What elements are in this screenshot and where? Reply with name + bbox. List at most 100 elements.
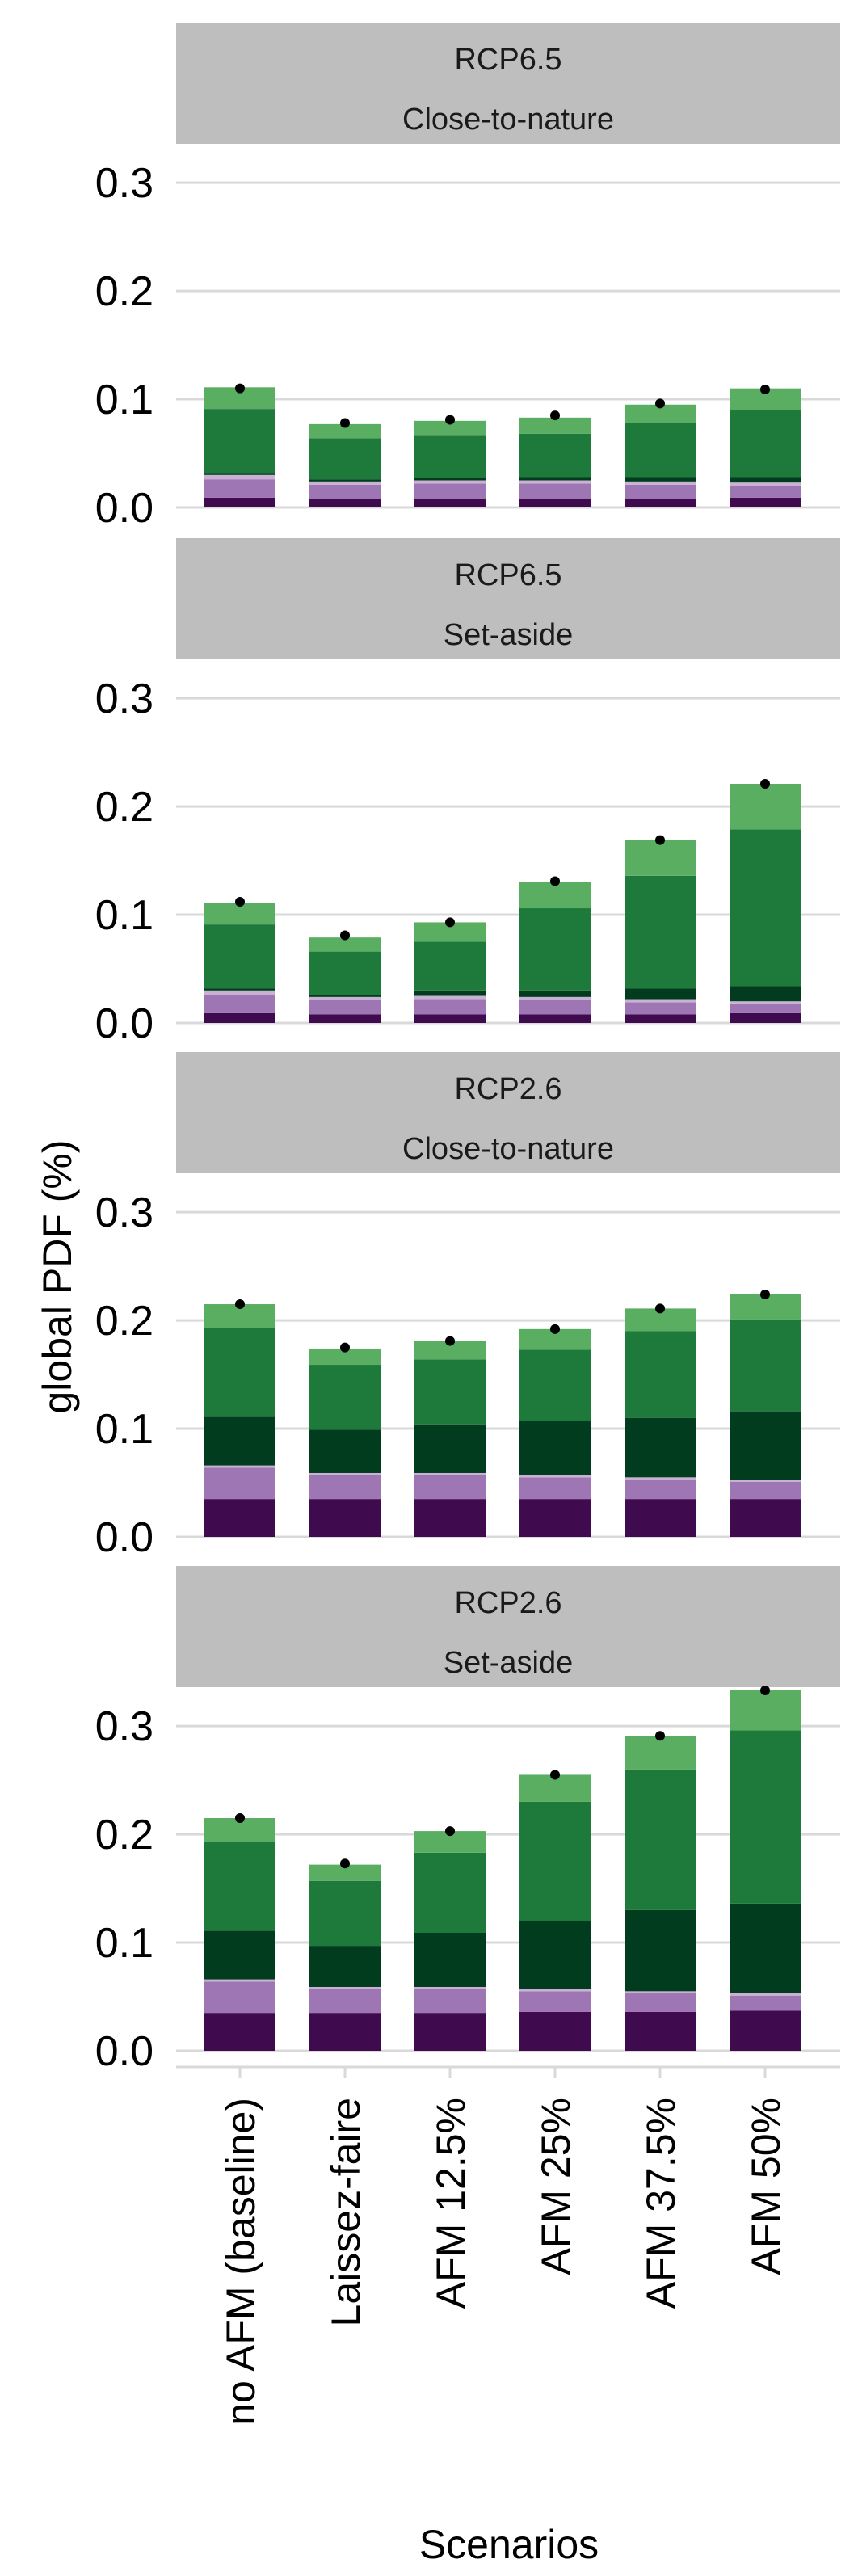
bar-segment [519,1000,591,1015]
stacked-bar [309,418,381,507]
y-tick-label: 0.2 [95,784,154,831]
bar-segment [625,1736,696,1770]
y-tick-label: 0.2 [95,1298,154,1345]
bar-segment [204,1467,275,1500]
stacked-bar [414,1336,486,1537]
bar-segment [414,2013,486,2051]
bar-segment [730,829,801,987]
y-tick-label: 0.3 [95,160,154,207]
bar-segment [730,1481,801,1500]
bar-segment [625,1991,696,1994]
bar-segment [309,1014,381,1023]
total-point [445,917,455,928]
total-point [760,778,770,789]
bar-segment [519,1477,591,1500]
facet-strip-label: Set-aside [444,1646,574,1680]
bar-segment [730,1995,801,2011]
bar-segment [309,499,381,507]
total-point [550,876,560,886]
facet-strip-background [176,1566,840,1687]
bar-segment [309,995,381,997]
total-point [445,415,455,425]
stacked-bar [309,930,381,1023]
stacked-bar [414,1826,486,2051]
bar-segment [730,1319,801,1412]
bar-segment [309,937,381,952]
bar-segment [309,951,381,995]
bar-segment [730,1903,801,1994]
bar-segment [519,1014,591,1023]
bar-segment [309,1000,381,1015]
bar-segment [519,477,591,481]
bar-segment [519,417,591,434]
y-tick-label: 0.2 [95,268,154,315]
bar-segment [309,423,381,439]
stacked-bar [204,1299,275,1537]
total-point [655,398,665,409]
y-tick-label: 0.3 [95,1703,154,1750]
facet-panel: RCP2.6 Close-to-nature 0.0 0.1 0.2 0.3 [95,1052,840,1561]
stacked-bar [625,835,696,1023]
stacked-bar [204,383,275,507]
bar-segment [309,1864,381,1881]
bar-segment [414,1341,486,1360]
bar-segment [204,988,275,991]
bar-segment [204,1979,275,1982]
total-point [760,1685,770,1695]
bar-segment [414,999,486,1015]
bar-segment [309,1946,381,1987]
total-point [445,1336,455,1346]
total-point [340,930,350,941]
bar-segment [309,484,381,499]
bar-segment [519,499,591,507]
total-point [235,1813,245,1824]
facet-strip-label: RCP6.5 [454,43,561,77]
bar-segment [309,1986,381,1989]
bar-segment [204,1465,275,1468]
y-tick-label: 0.0 [95,485,154,532]
bar-segment [309,1365,381,1430]
bar-segment [414,995,486,1000]
bar-segment [730,482,801,486]
bar-segment [414,420,486,436]
bar-segment [730,1003,801,1013]
stacked-bar [309,1342,381,1537]
bar-segment [625,999,696,1003]
bar-segment [309,438,381,480]
bar-segment [309,1989,381,2014]
bar-segment [204,409,275,474]
bar-segment [519,882,591,909]
bar-segment [204,1012,275,1023]
bar-segment [204,497,275,507]
bar-segment [625,1499,696,1537]
bar-segment [519,908,591,991]
facet-strip-label: Set-aside [444,618,574,652]
total-point [340,1342,350,1353]
y-tick-label: 0.3 [95,676,154,722]
bar-segment [204,2013,275,2051]
bar-segment [730,1001,801,1004]
total-point [550,1770,560,1780]
bar-segment [519,996,591,1000]
bar-segment [414,990,486,996]
stacked-bar [519,876,591,1023]
y-tick-label: 0.3 [95,1189,154,1236]
bar-segment [414,1933,486,1987]
bar-segment [519,1991,591,2012]
bar-segment [414,480,486,484]
bar-segment [730,410,801,478]
stacked-bar [519,410,591,507]
bar-segment [309,1880,381,1947]
bar-segment [730,497,801,507]
bar-segment [730,1993,801,1996]
bar-segment [309,2013,381,2051]
bar-segment [625,875,696,989]
stacked-bar [730,1685,801,2051]
total-point [235,383,245,394]
facet-strip-label: Close-to-nature [402,1132,614,1166]
bar-segment [309,481,381,485]
bar-segment [309,479,381,482]
bar-segment [414,1852,486,1934]
total-point [235,896,245,907]
bar-segment [414,435,486,478]
